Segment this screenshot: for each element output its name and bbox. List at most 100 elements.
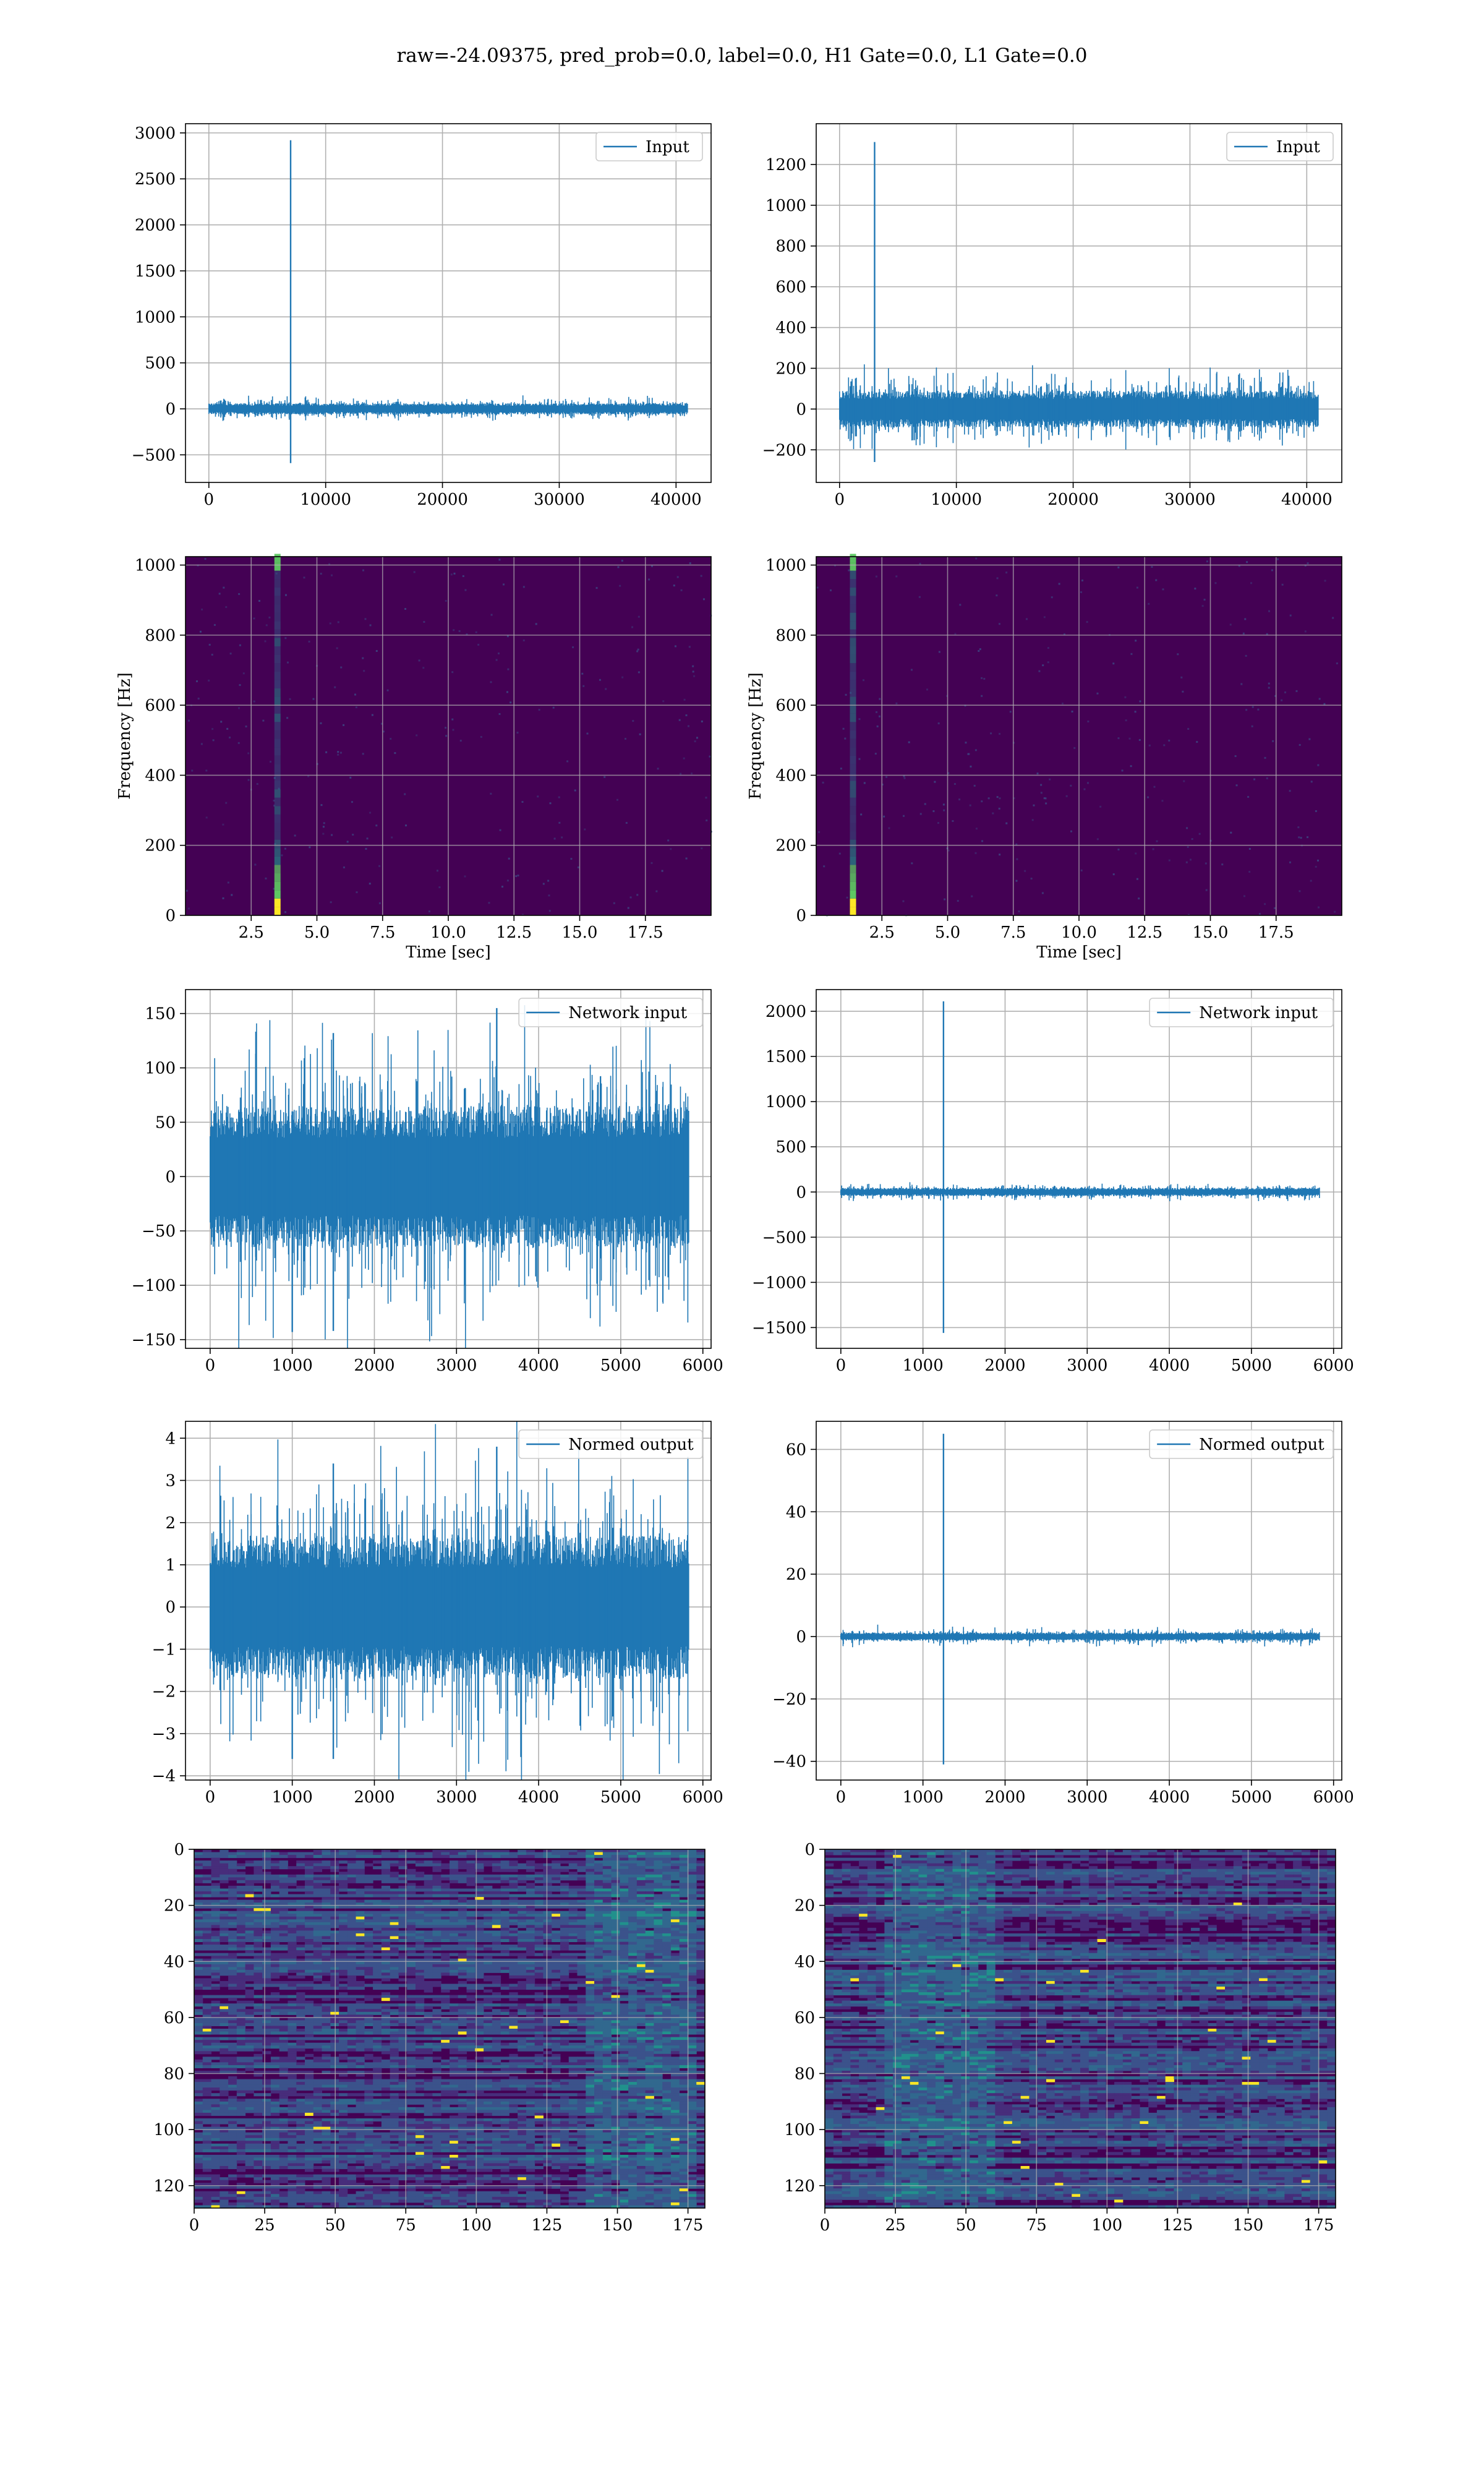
heatmap-cell xyxy=(654,1945,663,1948)
heatmap-cell xyxy=(313,2022,322,2026)
heatmap-cell xyxy=(534,2022,544,2026)
heatmap-cell xyxy=(245,1995,254,1998)
heatmap-cell xyxy=(432,1868,441,1872)
heatmap-cell xyxy=(466,1967,475,1971)
heatmap-cell xyxy=(594,1911,603,1914)
heatmap-cell xyxy=(534,1922,544,1925)
heatmap-cell xyxy=(586,1958,595,1962)
heatmap-cell xyxy=(211,1930,220,1934)
heatmap-cell xyxy=(415,1903,425,1906)
heatmap-cell xyxy=(568,2020,578,2024)
heatmap-cell xyxy=(475,2020,484,2024)
heatmap-cell xyxy=(415,2048,425,2052)
heatmap-cell xyxy=(202,1877,212,1881)
heatmap-cell xyxy=(662,1936,672,1940)
heatmap-cell xyxy=(670,2040,680,2044)
heatmap-cell xyxy=(552,1877,561,1881)
heatmap-speckle xyxy=(1080,591,1082,593)
heatmap-cell xyxy=(611,1911,620,1914)
heatmap-cell xyxy=(670,1967,680,1971)
heatmap-cell xyxy=(415,1894,425,1898)
heatmap-cell xyxy=(245,1992,254,1996)
heatmap-cell xyxy=(492,1863,501,1867)
heatmap-cell xyxy=(356,2057,365,2060)
heatmap-cell xyxy=(407,2009,416,2013)
heatmap-cell xyxy=(602,2034,612,2038)
heatmap-cell xyxy=(279,1883,288,1886)
heatmap-cell xyxy=(645,1930,654,1934)
heatmap-cell xyxy=(424,2048,433,2052)
heatmap-cell xyxy=(662,1916,672,1920)
heatmap-cell xyxy=(670,1911,680,1914)
heatmap-cell xyxy=(492,2057,501,2060)
heatmap-cell xyxy=(568,2029,578,2032)
heatmap-cell xyxy=(696,2040,706,2044)
heatmap-speckle xyxy=(1271,569,1273,571)
heatmap-cell xyxy=(313,2011,322,2015)
heatmap-cell xyxy=(322,1927,331,1931)
heatmap-cell xyxy=(322,1903,331,1906)
x-tick-label: 5.0 xyxy=(304,923,330,942)
heatmap-cell xyxy=(415,2006,425,2010)
heatmap-speckle xyxy=(1234,755,1237,758)
heatmap-cell xyxy=(500,1891,510,1894)
heatmap-cell xyxy=(628,1969,638,1973)
heatmap-cell xyxy=(441,1883,450,1886)
heatmap-cell xyxy=(356,1919,365,1923)
heatmap-speckle xyxy=(1099,805,1102,808)
heatmap-cell xyxy=(679,1852,688,1856)
heatmap-cell xyxy=(424,2011,433,2015)
heatmap-cell xyxy=(441,2059,450,2063)
heatmap-cell xyxy=(594,1860,603,1864)
heatmap-cell xyxy=(254,1945,263,1948)
heatmap-cell xyxy=(568,2003,578,2007)
heatmap-cell xyxy=(220,1916,229,1920)
heatmap-speckle xyxy=(636,650,639,653)
heatmap-cell xyxy=(534,2070,544,2074)
heatmap-cell xyxy=(586,2009,595,2013)
heatmap-cell xyxy=(696,2057,706,2060)
heatmap-cell xyxy=(534,1945,544,1948)
heatmap-speckle xyxy=(453,572,456,575)
heatmap-cell xyxy=(279,1964,288,1967)
heatmap-cell xyxy=(688,1849,697,1853)
heatmap-cell xyxy=(552,2070,561,2074)
heatmap-cell xyxy=(645,2051,654,2055)
heatmap-cell xyxy=(602,1975,612,1979)
heatmap-speckle xyxy=(895,575,898,578)
heatmap-cell xyxy=(424,2014,433,2018)
heatmap-cell xyxy=(407,1914,416,1917)
heatmap-cell xyxy=(407,1899,416,1903)
heatmap-cell xyxy=(211,1978,220,1982)
heatmap-cell xyxy=(236,1914,246,1917)
heatmap-cell xyxy=(398,1919,407,1923)
heatmap-cell xyxy=(441,1888,450,1892)
heatmap-cell xyxy=(679,1908,688,1912)
heatmap-cell xyxy=(645,1967,654,1971)
heatmap-cell xyxy=(458,2022,467,2026)
heatmap-cell xyxy=(577,1868,586,1872)
heatmap-cell xyxy=(577,1855,586,1859)
heatmap-cell xyxy=(534,2029,544,2032)
heatmap-cell xyxy=(484,2070,493,2074)
heatmap-cell xyxy=(654,2014,663,2018)
heatmap-cell xyxy=(679,1995,688,1998)
heatmap-cell xyxy=(543,1911,552,1914)
heatmap-cell xyxy=(466,1945,475,1948)
heatmap-cell xyxy=(450,2037,459,2040)
heatmap-cell xyxy=(586,1855,595,1859)
heatmap-cell xyxy=(560,2042,569,2046)
heatmap-cell xyxy=(202,2011,212,2015)
heatmap-cell xyxy=(628,1992,638,1996)
heatmap-cell xyxy=(662,1958,672,1962)
heatmap-speckle xyxy=(517,875,519,877)
heatmap-cell xyxy=(356,1894,365,1898)
heatmap-cell xyxy=(518,1995,527,1998)
heatmap-speckle xyxy=(1304,630,1307,633)
heatmap-cell xyxy=(322,2042,331,2046)
heatmap-cell xyxy=(492,2065,501,2068)
y-tick-label: 1000 xyxy=(135,308,176,327)
heatmap-cell xyxy=(543,1899,552,1903)
heatmap-cell xyxy=(602,1980,612,1984)
heatmap-cell xyxy=(304,2026,314,2029)
